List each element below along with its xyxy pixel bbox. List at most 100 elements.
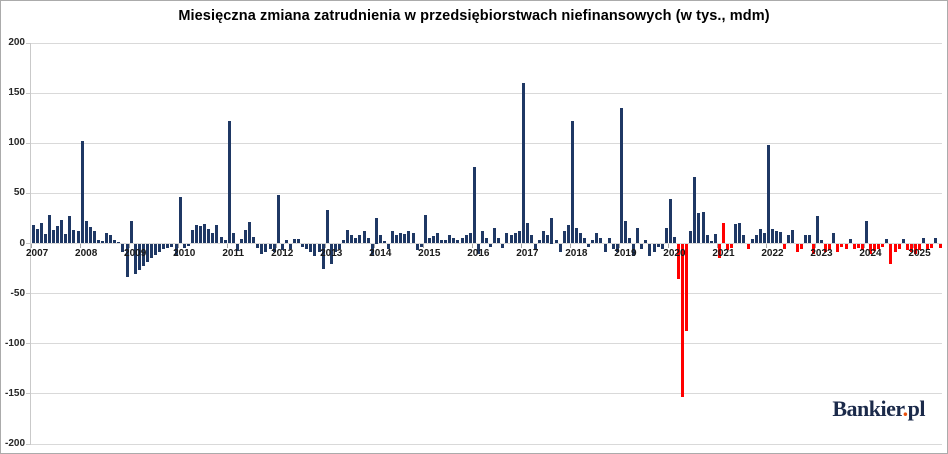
bar [325,210,329,244]
bankier-logo-pl: pl [907,396,926,421]
bar [109,235,113,244]
bar [525,223,529,244]
x-axis-label-2013: 2013 [320,247,343,259]
bar [346,230,350,244]
x-axis-label-2009: 2009 [124,247,147,259]
bar [166,243,170,248]
bar [534,243,538,249]
x-axis-label-2016: 2016 [467,247,490,259]
bar [611,243,615,249]
bar [370,243,374,256]
x-axis-label-2012: 2012 [271,247,294,259]
bar [223,240,227,244]
bar [211,233,215,244]
bar [288,243,292,249]
bar [844,243,848,249]
bar [444,240,448,244]
y-tick-150 [26,92,31,94]
bar [717,243,721,258]
bar [411,233,415,244]
bar [558,243,562,252]
gridline-y--200 [31,443,942,445]
bar [811,243,815,254]
bar [754,235,758,244]
bar [305,243,309,249]
bar [656,243,660,247]
bar [693,177,697,244]
bar [440,240,444,244]
bar [820,240,824,244]
bar [293,239,297,244]
bar [517,231,521,244]
bar [505,233,509,244]
bar [96,240,100,244]
bar [591,240,595,244]
bar [125,243,129,277]
bar [668,199,672,244]
bar [141,243,145,266]
bar [583,238,587,244]
bar [734,224,738,244]
bar [256,243,260,248]
bar [885,239,889,244]
bar [260,243,264,254]
bar [705,235,709,244]
gridline-y-0 [31,243,942,244]
bar [758,229,762,244]
x-tick-2016 [472,243,474,248]
bar [284,240,288,244]
y-tick-50 [26,192,31,194]
bar [235,243,239,251]
bar [113,240,117,244]
bar [68,216,72,244]
bar [252,237,256,244]
bar [268,243,272,249]
bar [795,243,799,252]
bar [766,145,770,244]
bar [713,234,717,244]
bar [207,229,211,244]
bar [219,237,223,244]
bar [382,241,386,244]
bar [88,227,92,244]
x-axis-label-2023: 2023 [810,247,833,259]
bar [566,225,570,244]
bar [182,243,186,248]
x-tick-2009 [129,243,131,248]
y-axis-label-200: 200 [8,37,25,48]
bar [869,243,873,254]
bar [362,231,366,244]
bar [623,221,627,244]
bankier-logo-dot: . [902,396,909,421]
bar [448,235,452,244]
bar [501,243,505,248]
bar [685,243,689,331]
x-axis-label-2022: 2022 [761,247,784,259]
bar [922,238,926,244]
bar [632,243,636,256]
bar [456,240,460,244]
bar [930,243,934,248]
bar [378,235,382,244]
bar [750,239,754,244]
x-tick-2021 [717,243,719,248]
bar [47,215,51,244]
x-axis-label-2018: 2018 [565,247,588,259]
bar [92,231,96,244]
y-axis-label--50: -50 [10,287,25,299]
bar [889,243,893,264]
x-tick-2007 [31,243,32,248]
bar [468,233,472,244]
bar [407,231,411,244]
bar [145,243,149,262]
bar [909,243,913,252]
bar [395,235,399,244]
x-axis-label-2015: 2015 [418,247,441,259]
bar [771,229,775,244]
x-tick-2019 [619,243,621,248]
bar [660,243,664,249]
bar [697,213,701,244]
x-axis-label-2017: 2017 [516,247,539,259]
bar [280,243,284,250]
bar [644,240,648,244]
